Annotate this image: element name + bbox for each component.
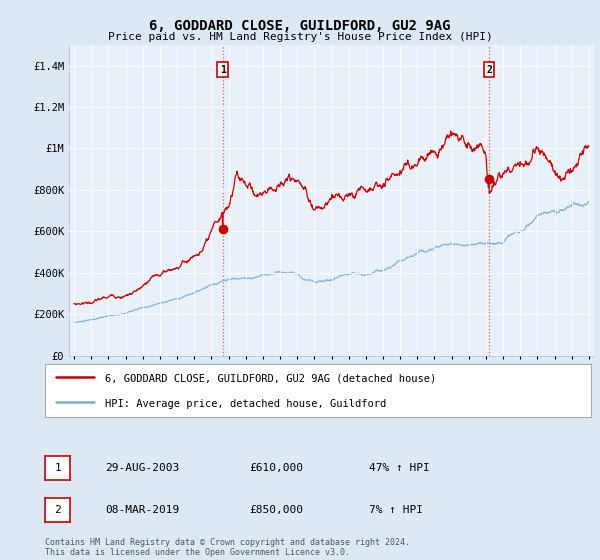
Text: 1: 1: [220, 64, 226, 74]
Text: £610,000: £610,000: [249, 463, 303, 473]
Text: Contains HM Land Registry data © Crown copyright and database right 2024.
This d: Contains HM Land Registry data © Crown c…: [45, 538, 410, 557]
Text: 47% ↑ HPI: 47% ↑ HPI: [369, 463, 430, 473]
Text: 7% ↑ HPI: 7% ↑ HPI: [369, 505, 423, 515]
Text: £850,000: £850,000: [249, 505, 303, 515]
Text: Price paid vs. HM Land Registry's House Price Index (HPI): Price paid vs. HM Land Registry's House …: [107, 32, 493, 42]
Text: 6, GODDARD CLOSE, GUILDFORD, GU2 9AG: 6, GODDARD CLOSE, GUILDFORD, GU2 9AG: [149, 19, 451, 33]
Text: 2: 2: [54, 505, 61, 515]
Text: 08-MAR-2019: 08-MAR-2019: [105, 505, 179, 515]
Text: 29-AUG-2003: 29-AUG-2003: [105, 463, 179, 473]
Text: 1: 1: [54, 463, 61, 473]
Text: 2: 2: [486, 64, 492, 74]
Text: HPI: Average price, detached house, Guildford: HPI: Average price, detached house, Guil…: [105, 399, 386, 409]
Text: 6, GODDARD CLOSE, GUILDFORD, GU2 9AG (detached house): 6, GODDARD CLOSE, GUILDFORD, GU2 9AG (de…: [105, 374, 436, 384]
